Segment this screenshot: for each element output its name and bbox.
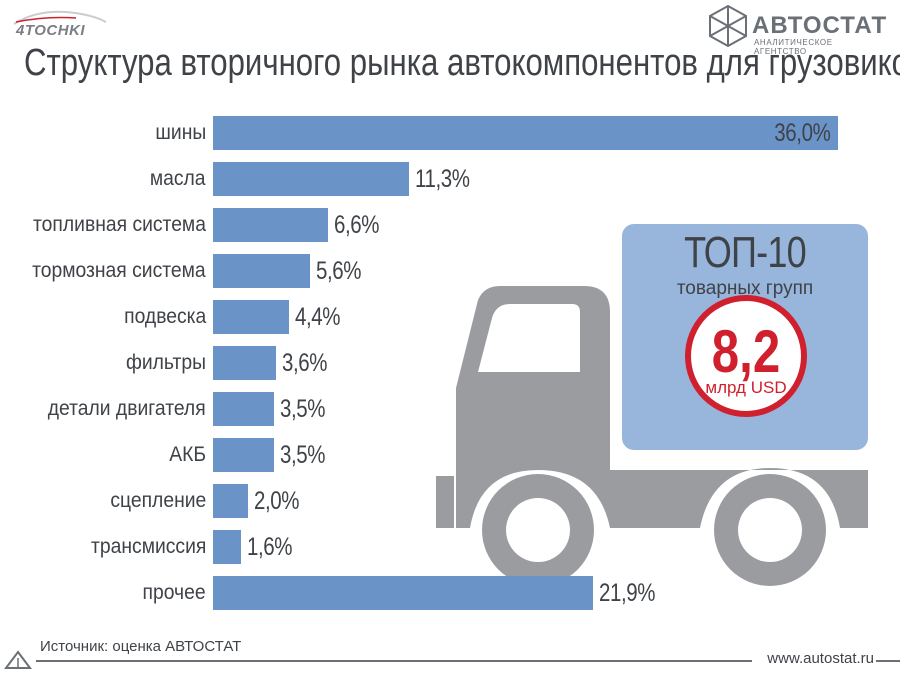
truck-chassis <box>456 468 868 528</box>
category-label: тормозная система <box>32 259 206 282</box>
bar <box>213 576 593 610</box>
category-label: фильтры <box>126 351 206 374</box>
cab-window <box>478 304 580 372</box>
category-label: детали двигателя <box>48 397 206 420</box>
autostat-emblem-icon <box>709 4 747 48</box>
value-label: 5,6% <box>316 257 362 285</box>
bar <box>213 392 274 426</box>
top10-title: ТОП-10 <box>684 228 806 277</box>
value-label: 4,4% <box>295 303 341 331</box>
car-silhouette-icon <box>13 10 107 25</box>
4tochki-logo: 4TOCHKI <box>6 6 116 40</box>
logo-right-text: АВТОСТАТ <box>752 12 888 39</box>
value-label: 21,9% <box>599 579 656 607</box>
logo-left-text: 4TOCHKI <box>16 22 86 39</box>
category-label: АКБ <box>169 443 206 466</box>
bar <box>213 484 248 518</box>
rear-wheel-hub <box>738 498 802 562</box>
value-circle <box>685 295 807 417</box>
footer-divider <box>36 660 752 662</box>
bar <box>213 254 310 288</box>
category-label: трансмиссия <box>90 535 206 558</box>
category-label: шины <box>155 121 206 144</box>
total-value-unit: млрд USD <box>705 378 787 397</box>
bar <box>213 530 241 564</box>
total-value: 8,2 <box>711 318 781 385</box>
category-label: топливная система <box>33 213 206 236</box>
value-label: 3,5% <box>280 395 326 423</box>
autostat-logo: АВТОСТАТ АНАЛИТИЧЕСКОЕ АГЕНТСТВО <box>706 4 888 56</box>
footer-emblem-icon <box>4 650 32 669</box>
bar <box>213 300 289 334</box>
value-label: 1,6% <box>247 533 293 561</box>
category-label: прочее <box>142 581 206 604</box>
category-label: сцепление <box>110 489 206 512</box>
value-label: 36,0% <box>773 119 830 147</box>
logo-right-tagline: АНАЛИТИЧЕСКОЕ АГЕНТСТВО <box>754 38 833 56</box>
bar <box>213 162 409 196</box>
value-label: 11,3% <box>415 165 470 193</box>
bar <box>213 346 276 380</box>
value-label: 3,6% <box>282 349 328 377</box>
source-note: Источник: оценка АВТОСТАТ <box>40 638 242 655</box>
bar <box>213 438 274 472</box>
top10-subtitle: товарных групп <box>676 278 814 299</box>
bar <box>213 116 838 150</box>
truck-bumper <box>436 476 454 528</box>
footer-divider-right <box>876 660 900 662</box>
value-label: 3,5% <box>280 441 326 469</box>
front-wheel-hub <box>506 498 570 562</box>
category-label: подвеска <box>123 305 206 328</box>
value-label: 6,6% <box>334 211 380 239</box>
value-label: 2,0% <box>254 487 300 515</box>
bar <box>213 208 328 242</box>
category-label: масла <box>150 167 206 190</box>
footer-url: www.autostat.ru <box>767 650 874 667</box>
